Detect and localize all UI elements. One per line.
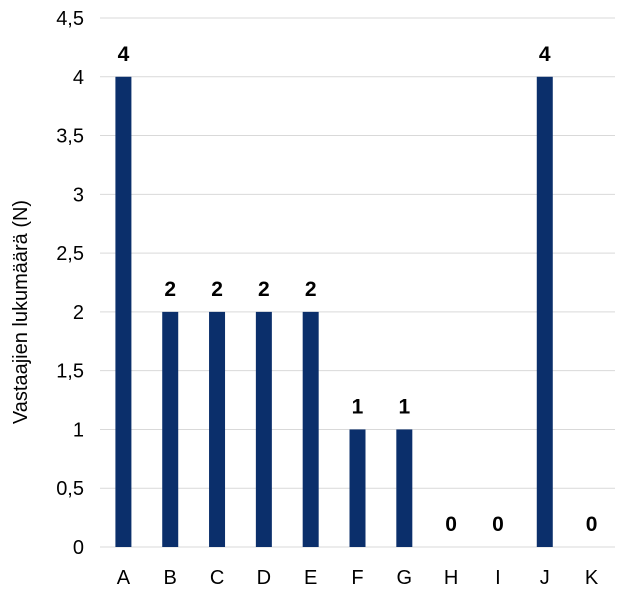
y-tick-label: 2 — [73, 302, 84, 324]
bar-D — [255, 311, 272, 547]
x-tick-labels: A B C D E F G H I J K — [117, 567, 599, 589]
y-axis-label: Vastaajien lukumäärä (N) — [10, 200, 32, 424]
y-tick-label: 4 — [73, 67, 84, 89]
x-tick-label-F: F — [351, 567, 363, 589]
bar-C — [209, 311, 226, 547]
data-label-C: 2 — [211, 278, 223, 301]
x-tick-label-A: A — [117, 567, 131, 589]
y-tick-label: 3,5 — [56, 126, 84, 148]
x-tick-label-E: E — [304, 567, 317, 589]
y-tick-label: 1 — [73, 419, 84, 441]
data-label-A: 4 — [118, 43, 130, 66]
x-tick-label-B: B — [164, 567, 177, 589]
data-label-J: 4 — [539, 43, 551, 66]
data-label-F: 1 — [352, 395, 364, 418]
y-tick-label: 0,5 — [56, 478, 84, 500]
bar-G — [396, 429, 413, 547]
x-tick-label-H: H — [444, 567, 458, 589]
data-label-H: 0 — [445, 513, 457, 536]
bars — [115, 76, 553, 548]
x-tick-label-D: D — [257, 567, 271, 589]
bar-F — [349, 429, 366, 547]
data-label-E: 2 — [305, 278, 317, 301]
y-tick-label: 1,5 — [56, 361, 84, 383]
bar-A — [115, 76, 132, 548]
y-tick-label: 0 — [73, 537, 84, 559]
x-tick-label-J: J — [540, 567, 550, 589]
data-label-D: 2 — [258, 278, 270, 301]
bar-B — [162, 311, 179, 547]
data-label-K: 0 — [586, 513, 598, 536]
data-labels: 4 2 2 2 2 1 1 0 0 4 0 — [118, 43, 598, 536]
data-label-G: 1 — [398, 395, 410, 418]
data-label-B: 2 — [164, 278, 176, 301]
y-tick-labels: 0 0,5 1 1,5 2 2,5 3 3,5 4 4,5 — [56, 8, 84, 559]
y-tick-label: 4,5 — [56, 8, 84, 30]
bar-E — [302, 311, 319, 547]
y-tick-label: 3 — [73, 184, 84, 206]
x-tick-label-C: C — [210, 567, 224, 589]
x-tick-label-I: I — [495, 567, 501, 589]
bar-J — [536, 76, 553, 548]
y-tick-label: 2,5 — [56, 243, 84, 265]
data-label-I: 0 — [492, 513, 504, 536]
x-tick-label-G: G — [397, 567, 413, 589]
x-tick-label-K: K — [585, 567, 599, 589]
gridlines — [100, 17, 615, 548]
